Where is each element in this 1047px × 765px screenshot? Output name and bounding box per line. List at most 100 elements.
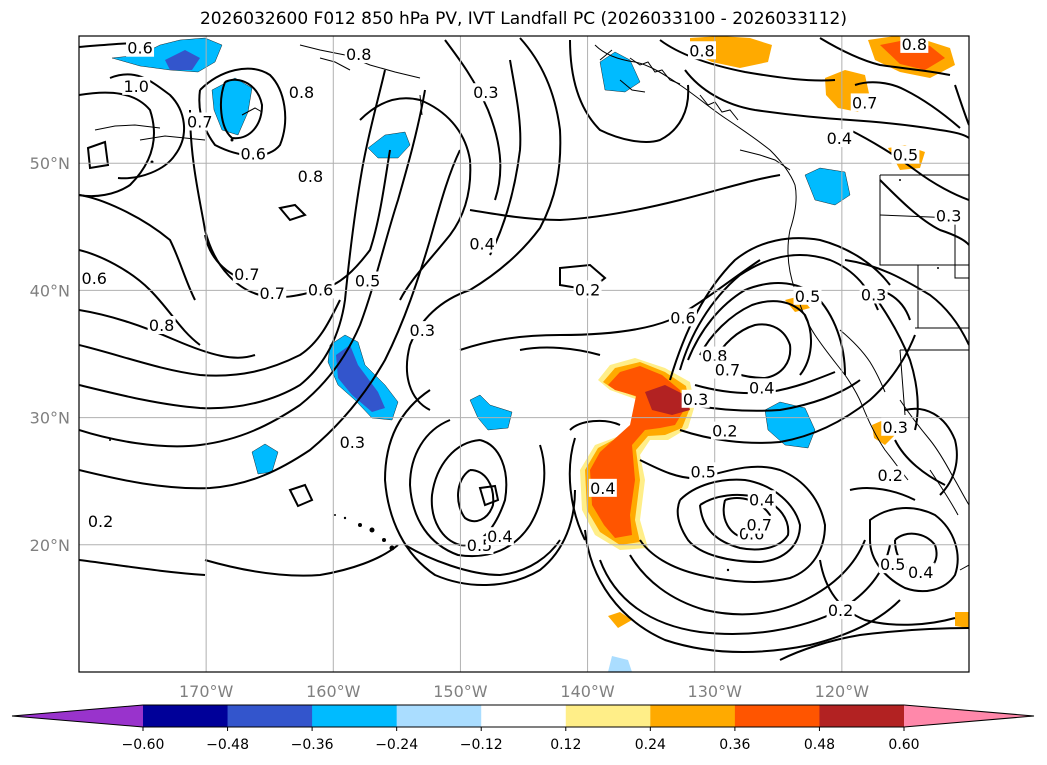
colorbar-extend-min	[12, 705, 143, 727]
coastlines	[94, 44, 969, 571]
contour-label: 0.6	[240, 144, 265, 163]
contour-label: 0.3	[683, 390, 708, 409]
lon-tick-label: 130°W	[688, 682, 743, 701]
contour-label-bg	[147, 316, 176, 335]
contour-label: 0.2	[877, 466, 902, 485]
contour-label: 0.8	[689, 41, 714, 60]
contour-label-bg	[825, 129, 854, 148]
contour-label: 0.5	[691, 462, 716, 481]
colorbar-tick-label: 0.12	[550, 737, 581, 753]
contour-label-bg	[287, 83, 316, 102]
colorbar-tick-label: −0.60	[122, 737, 165, 753]
contour-label: 0.4	[749, 490, 774, 509]
contour-label: 0.7	[715, 361, 740, 380]
contour-label-bg	[306, 280, 335, 299]
colorbar-tick-label: 0.60	[888, 737, 919, 753]
contour-label: 0.4	[827, 129, 852, 148]
contour-label: 0.6	[670, 308, 695, 327]
contour-label: 0.7	[260, 284, 285, 303]
contour-label: 0.3	[936, 207, 961, 226]
contour-label-bg	[258, 284, 287, 303]
colorbar-segment	[227, 705, 313, 727]
contour-label-bg	[881, 417, 910, 436]
contour-label: 0.3	[861, 285, 886, 304]
colorbar-segment	[650, 705, 736, 727]
colorbar-segment	[565, 705, 651, 727]
contour-label: 0.2	[712, 422, 737, 441]
contour-label-bg	[485, 527, 514, 546]
colorbar: −0.60 −0.48 −0.36 −0.24 −0.12 0.12 0.24 0.36 0.4…	[11, 704, 1035, 753]
contour-label-bg	[185, 112, 214, 131]
contour-label: 0.4	[487, 527, 512, 546]
colorbar-segment	[819, 705, 905, 727]
lon-tick-label: 140°W	[560, 682, 615, 701]
contour-label-bg	[747, 378, 776, 397]
contour-label: 0.2	[88, 512, 113, 531]
contour-label-bg	[900, 36, 929, 53]
contour-label: 0.7	[852, 93, 877, 112]
contour-label: 0.3	[473, 83, 498, 102]
contour-label-bg	[122, 76, 151, 95]
contour-label: 1.0	[123, 77, 148, 96]
contour-label-bg	[876, 466, 905, 485]
contour-label: 0.4	[590, 479, 615, 498]
contour-label: 0.6	[127, 39, 152, 58]
contour-label: 0.7	[187, 112, 212, 131]
contour-label-bg	[793, 286, 822, 305]
contour-label: 0.4	[908, 563, 933, 582]
contour-label: 0.8	[149, 316, 174, 335]
contour-label: 0.5	[795, 287, 820, 306]
contour-label: 0.8	[346, 45, 371, 64]
contour-label-bg	[681, 389, 710, 408]
map-frame	[78, 35, 970, 673]
lon-tick-label: 120°W	[815, 682, 870, 701]
contour-label-bg	[232, 265, 261, 284]
contour-label-bg	[850, 93, 879, 112]
contour-label: 0.3	[410, 321, 435, 340]
latitude-tick-labels: 50°N 40°N 30°N 20°N	[30, 154, 70, 555]
contour-label: 0.7	[234, 265, 259, 284]
contour-label-bg	[588, 478, 617, 497]
page-title: 2026032600 F012 850 hPa PV, IVT Landfall…	[199, 9, 847, 29]
colorbar-tick-label: 0.36	[719, 737, 750, 753]
contour-label: 0.5	[893, 146, 918, 165]
colorbar-segment	[481, 705, 567, 727]
contour-label-bg	[689, 462, 718, 481]
lat-tick-label: 30°N	[30, 409, 70, 428]
lon-tick-label: 170°W	[179, 682, 234, 701]
contour-label: 0.3	[883, 418, 908, 437]
contour-label-bg	[573, 280, 602, 299]
lat-tick-label: 20°N	[30, 536, 70, 555]
contour-label-bg	[468, 234, 497, 253]
contour-label: 0.5	[355, 271, 380, 290]
contour-label-bg	[86, 511, 115, 530]
colorbar-segment	[734, 705, 820, 727]
contour-label: 0.2	[828, 601, 853, 620]
contour-label-bg	[826, 600, 855, 619]
contour-labels: 0.6 0.80.8 0.30.70.60.81.00.70.7 0.6 0.50.40…	[80, 35, 963, 620]
contour-label-bg	[408, 321, 437, 340]
contour-label: 0.7	[746, 516, 771, 535]
contour-label: 0.6	[82, 269, 107, 288]
contour-label: 0.8	[298, 167, 323, 186]
contour-label-bg	[700, 346, 729, 365]
contour-label: 0.8	[289, 83, 314, 102]
contour-label-bg	[80, 268, 109, 287]
colorbar-tick-label: −0.24	[375, 737, 418, 753]
lon-tick-label: 150°W	[433, 682, 488, 701]
contour-label-bg	[747, 490, 776, 509]
contour-label-bg	[344, 45, 373, 64]
pv-shading	[111, 36, 969, 672]
contour-label-bg	[859, 285, 888, 304]
colorbar-tick-label: −0.36	[291, 737, 334, 753]
contour-label: 0.5	[880, 555, 905, 574]
lat-tick-label: 40°N	[30, 281, 70, 300]
contour-label-bg	[878, 555, 907, 574]
contour-label: 0.8	[902, 35, 927, 54]
contour-label-bg	[891, 145, 920, 164]
contour-label-bg	[353, 271, 382, 290]
contour-label-bg	[688, 41, 716, 60]
contour-label: 0.4	[469, 235, 494, 254]
contour-label-bg	[713, 360, 742, 379]
